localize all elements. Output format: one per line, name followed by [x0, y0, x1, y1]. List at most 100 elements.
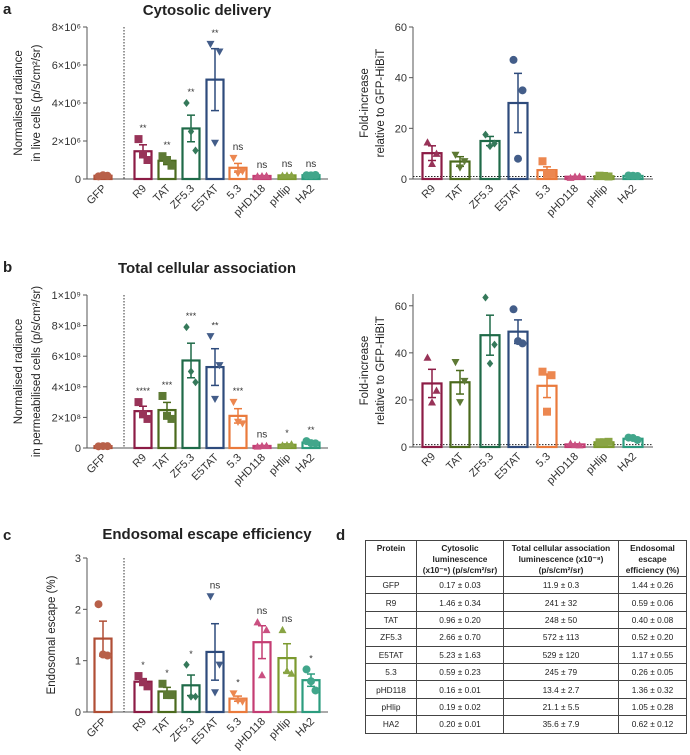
- data-point-triangle-down: [234, 418, 242, 426]
- chart-title-endosomal-escape: Endosomal escape efficiency: [102, 526, 312, 543]
- data-point-triangle-up: [423, 353, 432, 361]
- cell-total: 248 ± 50: [503, 610, 619, 630]
- y-axis-label: in permeabilised cells (p/s/cm²/sr): [31, 286, 43, 457]
- x-tick-label: E5TAT: [493, 450, 525, 482]
- data-point-diamond: [482, 130, 489, 139]
- x-tick-label: TAT: [444, 450, 466, 472]
- data-point-triangle-down: [238, 420, 247, 428]
- bar-group-HA2: * HA2: [293, 653, 321, 740]
- data-point-triangle-up: [283, 440, 291, 449]
- cell-total: 21.1 ± 5.5: [503, 697, 619, 717]
- y-tick-label: 2×10⁸: [52, 412, 81, 424]
- data-point-square: [143, 156, 152, 164]
- data-point-circle: [307, 677, 315, 686]
- data-point-circle: [311, 686, 320, 695]
- table-row: GFP 0.17 ± 0.03 11.9 ± 0.3 1.44 ± 0.26: [365, 575, 687, 595]
- x-tick-label: TAT: [444, 182, 466, 204]
- data-point-circle: [99, 650, 107, 659]
- bar-group-E5TAT: E5TAT: [493, 305, 529, 482]
- y-tick-label: 40: [395, 348, 407, 360]
- chart-b-left: 0 2×10⁸ 4×10⁸ 6×10⁸ 8×10⁸ 1×10⁹ Normalised rad…: [13, 286, 328, 488]
- data-point-circle: [629, 171, 637, 180]
- x-tick-label: HA2: [615, 183, 639, 207]
- cell-cytosolic: 0.59 ± 0.23: [416, 662, 504, 682]
- data-point-circle: [514, 337, 522, 346]
- data-point-circle: [509, 55, 518, 64]
- data-point-triangle-down: [211, 689, 219, 697]
- data-point-square: [547, 169, 556, 178]
- y-tick-label: 60: [395, 301, 407, 313]
- data-point-square: [600, 171, 608, 180]
- data-point-triangle-up: [432, 386, 441, 394]
- data-point-triangle-down: [229, 690, 238, 698]
- x-tick-label: HA2: [293, 716, 317, 740]
- cell-protein: E5TAT: [365, 645, 417, 664]
- data-point-triangle-up: [258, 171, 266, 180]
- x-tick-label: 5.3: [225, 183, 244, 202]
- table-row: pHlip 0.19 ± 0.02 21.1 ± 5.5 1.05 ± 0.28: [365, 697, 687, 717]
- data-point-triangle-down: [215, 661, 224, 669]
- x-tick-label: ZF5.3: [467, 451, 496, 480]
- significance-label: *: [236, 678, 240, 688]
- bar-group-ZF5.3: ZF5.3: [467, 130, 501, 211]
- cell-escape: 1.17 ± 0.55: [618, 645, 687, 664]
- x-tick-label: R9: [131, 183, 149, 201]
- cell-total: 241 ± 32: [503, 593, 619, 612]
- cell-protein: GFP: [365, 575, 417, 595]
- data-point-triangle-down: [211, 395, 219, 404]
- data-point-triangle-up: [278, 625, 287, 634]
- header-cytosolic: Cytosolic luminescence (x10⁻⁶) (p/s/cm²/…: [416, 540, 504, 577]
- x-tick-label: HA2: [293, 183, 317, 207]
- data-point-triangle-down: [460, 377, 469, 386]
- cell-cytosolic: 2.66 ± 0.70: [416, 628, 504, 647]
- cell-cytosolic: 0.20 ± 0.01: [416, 715, 504, 734]
- bar-group-TAT: TAT: [444, 359, 471, 473]
- data-point-triangle-down: [234, 697, 242, 705]
- y-tick-label: 20: [395, 123, 407, 135]
- table-header-row: Protein Cytosolic luminescence (x10⁻⁶) (…: [365, 540, 687, 577]
- bar-group-5.3: 5.3: [534, 157, 558, 202]
- data-point-square: [143, 682, 152, 691]
- chart-title-total-cellular-association: Total cellular association: [117, 260, 297, 277]
- bar-group-GFP: GFP: [85, 442, 113, 476]
- header-total: Total cellular association luminescence …: [503, 540, 619, 577]
- data-point-triangle-down: [234, 170, 242, 178]
- bar-group-HA2: ns HA2: [293, 159, 321, 207]
- y-tick-label: 0: [75, 174, 81, 186]
- data-point-square: [139, 150, 147, 159]
- cell-cytosolic: 0.19 ± 0.02: [416, 697, 504, 717]
- bar-group-GFP: GFP: [85, 600, 113, 740]
- data-point-square: [139, 678, 147, 687]
- significance-label: ns: [306, 159, 317, 170]
- data-point-square: [167, 414, 176, 423]
- bar-group-pHlip: pHlip: [584, 171, 615, 209]
- significance-label: ns: [257, 430, 268, 441]
- cell-cytosolic: 1.46 ± 0.34: [416, 593, 504, 612]
- data-point-square: [167, 691, 176, 700]
- data-point-triangle-up: [287, 669, 296, 677]
- x-tick-label: 5.3: [534, 451, 553, 470]
- cell-protein: pHD118: [365, 680, 417, 699]
- data-point-diamond: [486, 359, 494, 368]
- bar-group-5.3: ns 5.3: [225, 142, 248, 202]
- y-axis-label: Endosomal escape (%): [46, 575, 58, 694]
- data-point-triangle-down: [456, 399, 464, 407]
- significance-label: ns: [282, 614, 293, 625]
- x-tick-label: R9: [131, 716, 149, 734]
- x-tick-label: pHlip: [584, 451, 610, 477]
- significance-label: ns: [282, 159, 293, 170]
- data-point-square: [604, 172, 613, 181]
- data-point-triangle-up: [428, 398, 436, 406]
- data-point-square: [143, 414, 152, 423]
- data-point-triangle-up: [423, 138, 432, 146]
- data-point-square: [543, 169, 551, 178]
- cell-total: 529 ± 120: [503, 645, 619, 664]
- data-point-triangle-down: [238, 168, 247, 176]
- bar-group-pHlip: ns pHlip: [267, 159, 297, 209]
- data-point-square: [163, 156, 171, 164]
- data-point-triangle-down: [238, 698, 247, 706]
- x-tick-label: pHlip: [267, 183, 293, 209]
- data-point-circle: [509, 305, 518, 314]
- significance-label: ns: [257, 606, 268, 617]
